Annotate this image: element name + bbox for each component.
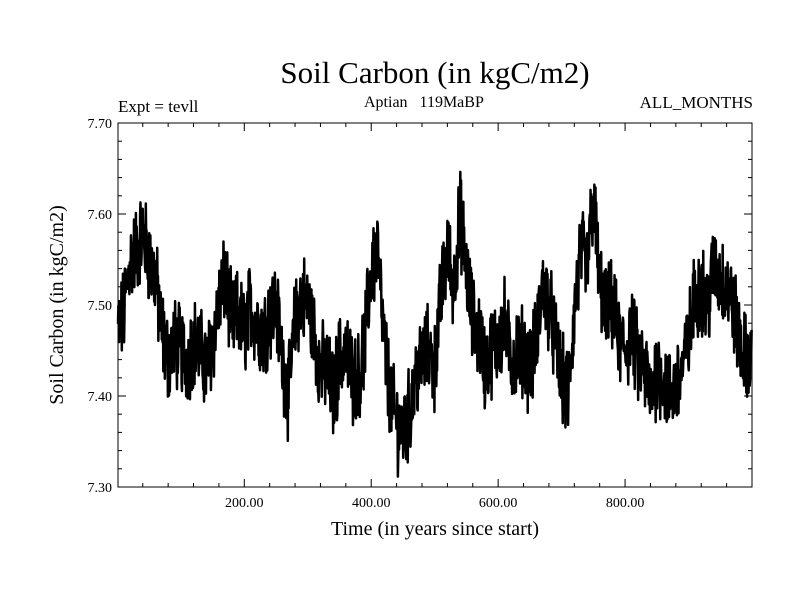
y-tick-label: 7.30 (88, 481, 113, 496)
y-axis-label: Soil Carbon (in kgC/m2) (46, 205, 68, 404)
x-tick-label: 400.00 (352, 496, 391, 511)
x-tick-label: 200.00 (225, 496, 264, 511)
y-tick-label: 7.50 (88, 299, 113, 314)
y-axis: 7.30 7.40 7.50 7.60 7.70 (88, 117, 752, 496)
y-tick-label: 7.60 (88, 208, 113, 223)
y-tick-label: 7.70 (88, 117, 113, 132)
chart-subtitle: Aptian 119MaBP (364, 94, 484, 111)
experiment-label: Expt = tevll (118, 97, 199, 116)
chart-title: Soil Carbon (in kgC/m2) (280, 55, 589, 90)
x-tick-label: 600.00 (479, 496, 518, 511)
x-tick-label: 800.00 (606, 496, 645, 511)
plot-frame (117, 122, 753, 488)
series-line-soil-carbon (116, 170, 753, 478)
minor-ticks (118, 123, 752, 487)
months-label: ALL_MONTHS (640, 93, 753, 112)
x-axis: 200.00 400.00 600.00 800.00 (225, 123, 644, 511)
x-axis-label: Time (in years since start) (331, 518, 539, 540)
y-tick-label: 7.40 (88, 390, 113, 405)
